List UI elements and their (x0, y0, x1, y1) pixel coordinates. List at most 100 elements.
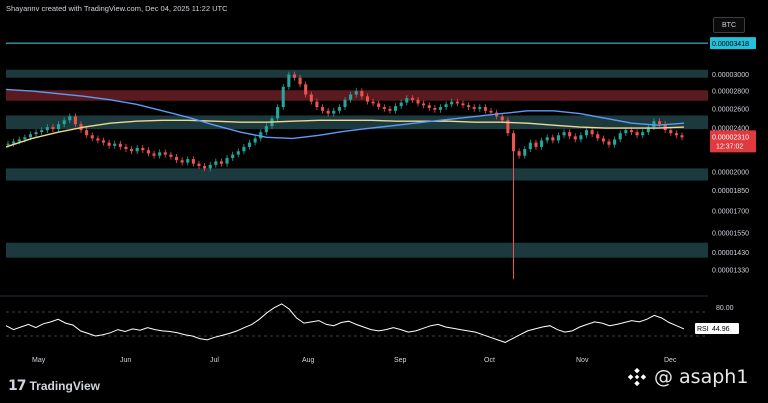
candle-body (57, 124, 61, 130)
candle-body (629, 130, 633, 133)
candle-body (427, 105, 431, 108)
candle-body (669, 130, 673, 134)
candle-body (349, 94, 353, 100)
x-tick-label: Aug (302, 357, 315, 364)
candle-body (354, 91, 358, 95)
candle-body (337, 107, 341, 111)
candle-body (596, 134, 600, 139)
candle-body (320, 107, 325, 111)
author-watermark: @ asaph1 (626, 366, 748, 388)
symbol-button[interactable]: BTC (713, 17, 745, 33)
candle-body (461, 103, 465, 106)
candle-body (276, 107, 280, 119)
candle-body (506, 120, 510, 134)
candle-body (152, 153, 156, 156)
candle-body (422, 103, 426, 106)
candle-body (96, 138, 100, 141)
candle-body (652, 121, 656, 128)
x-tick-label: Dec (664, 357, 677, 364)
candle-body (590, 130, 594, 135)
candle-body (377, 103, 381, 108)
candle-body (382, 107, 386, 109)
rsi-line (5, 303, 685, 343)
candle-body (304, 84, 308, 95)
x-tick-label: Oct (484, 357, 495, 364)
resistance-label-bg (710, 37, 756, 50)
candle-body (641, 132, 645, 136)
candle-body (523, 149, 527, 156)
candle-body (180, 160, 184, 163)
candle-body (394, 106, 398, 111)
candle-body (613, 139, 617, 145)
candle-body (410, 98, 414, 100)
y-tick-label: 0.00001550 (712, 231, 749, 238)
candle-body (85, 130, 89, 136)
candle-body (68, 116, 72, 121)
tradingview-logo[interactable]: 17 TradingView (8, 378, 100, 394)
tradingview-logo-icon: 17 (8, 378, 27, 394)
candle-body (298, 77, 302, 85)
rsi-label: RSI (697, 326, 709, 333)
candle-body (309, 94, 313, 102)
candle-body (231, 154, 235, 158)
candle-body (197, 163, 201, 167)
candle-body (34, 132, 38, 135)
ma-slow-line (5, 119, 685, 148)
candle-body (118, 143, 122, 147)
candle-body (657, 121, 662, 125)
candle-body (545, 137, 549, 141)
candle-body (23, 137, 27, 140)
candle-body (326, 110, 330, 114)
candle-body (259, 132, 263, 139)
candle-body (534, 142, 538, 147)
candle-body (618, 133, 622, 140)
candle-body (388, 108, 392, 111)
candle-body (186, 159, 190, 163)
candle-body (17, 139, 21, 142)
watermark-text: @ asaph1 (654, 366, 749, 388)
candle-body (101, 140, 106, 143)
candle-body (214, 161, 218, 165)
candle-body (113, 143, 117, 146)
candle-body (607, 141, 611, 145)
candle-body (158, 152, 162, 156)
current-price-label: 0.00002310 (712, 134, 749, 141)
candle-body (236, 151, 240, 155)
candle-body (399, 102, 403, 107)
candle-body (6, 143, 10, 145)
zone-red-1 (6, 90, 708, 101)
candle-body (568, 132, 572, 137)
countdown-label: 12:37:02 (716, 143, 743, 150)
candle-body (433, 107, 437, 110)
candle-body (444, 104, 448, 108)
candle-body (646, 127, 650, 133)
candle-body (90, 135, 94, 139)
candle-body (601, 138, 605, 142)
current-price-label-bg (710, 130, 756, 153)
candle-body (62, 120, 66, 125)
y-tick-label: 0.00001430 (712, 250, 749, 257)
candle-body (579, 135, 583, 140)
candle-body (371, 101, 375, 104)
candle-body (225, 157, 229, 164)
candle-body (247, 142, 252, 147)
candle-body (40, 130, 44, 133)
y-tick-label: 0.00003000 (712, 72, 749, 79)
candle-body (540, 140, 544, 147)
y-tick-label: 0.00002800 (712, 89, 749, 96)
x-tick-label: Jun (120, 357, 131, 364)
candle-body (573, 136, 577, 140)
x-tick-label: May (32, 357, 46, 364)
candle-body (208, 164, 212, 169)
zone-teal-3 (6, 168, 708, 181)
candle-body (405, 98, 409, 103)
chart-header: Shayannv created with TradingView.com, D… (6, 4, 228, 13)
y-tick-label: 0.00001330 (712, 268, 749, 275)
candle-body (12, 141, 16, 144)
candle-body (219, 161, 223, 164)
candle-body (438, 107, 443, 110)
x-tick-label: Jul (210, 357, 219, 364)
candle-body (332, 110, 336, 114)
candle-body (169, 154, 173, 157)
